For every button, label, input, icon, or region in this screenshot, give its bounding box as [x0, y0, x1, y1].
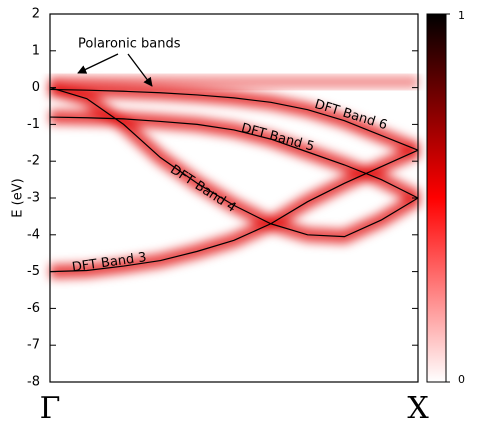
y-tick-label: -6	[27, 301, 40, 316]
y-axis-label: E (eV)	[11, 178, 26, 217]
band-line	[49, 149, 419, 273]
y-tick-label: 0	[32, 80, 40, 95]
y-tick-label: -4	[27, 227, 40, 242]
y-tick-label: 1	[32, 43, 40, 58]
x-tick-label: X	[407, 391, 429, 426]
arrow	[77, 53, 119, 74]
y-tick-label: -7	[27, 338, 40, 353]
y-tick-label: -5	[27, 264, 40, 279]
colorbar-tick-label: 0	[458, 373, 465, 386]
bands	[49, 87, 419, 273]
y-tick-label: -3	[27, 191, 40, 206]
y-tick-label: -8	[27, 375, 40, 390]
band-line	[49, 87, 419, 238]
y-tick-label: -2	[27, 154, 40, 169]
annotation: Polaronic bands	[78, 37, 181, 52]
arrow	[127, 53, 153, 87]
y-tick-label: -1	[27, 117, 40, 132]
band-line	[49, 88, 419, 151]
polaronic-glow	[50, 76, 418, 88]
y-tick-label: 2	[32, 7, 40, 22]
x-tick-label: Γ	[40, 391, 61, 426]
colorbar-tick-label: 1	[458, 9, 465, 22]
band-line	[49, 116, 419, 199]
colorbar	[426, 13, 447, 383]
